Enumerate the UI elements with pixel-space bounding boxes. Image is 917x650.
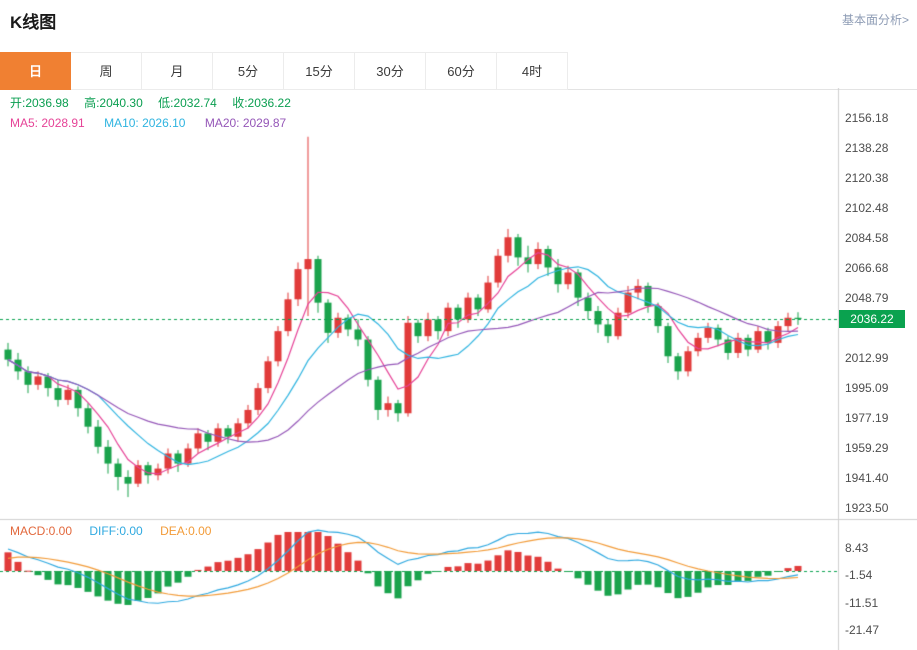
period-tabs: 日 周 月 5分 15分 30分 60分 4时 (0, 52, 917, 90)
kline-chart-canvas[interactable] (0, 88, 917, 650)
tab-60min[interactable]: 60分 (426, 52, 497, 90)
ma5-value: MA5: 2028.91 (10, 116, 85, 130)
price-axis-label: 2048.79 (845, 291, 889, 305)
price-axis-label: 2066.68 (845, 261, 889, 275)
price-axis-label: 1941.40 (845, 471, 889, 485)
price-axis-label: 2138.28 (845, 141, 889, 155)
dea-value: DEA:0.00 (160, 524, 212, 538)
diff-value: DIFF:0.00 (89, 524, 143, 538)
chart-area: 开:2036.98 高:2040.30 低:2032.74 收:2036.22 … (0, 88, 917, 650)
tab-5min[interactable]: 5分 (213, 52, 284, 90)
price-axis-label: 2084.58 (845, 231, 889, 245)
price-axis-label: 1977.19 (845, 411, 889, 425)
ma-legend-row: MA5: 2028.91 MA10: 2026.10 MA20: 2029.87 (10, 116, 302, 130)
price-axis-label: 2012.99 (845, 351, 889, 365)
ohlc-close: 收:2036.22 (232, 96, 291, 110)
ohlc-open: 开:2036.98 (10, 96, 69, 110)
tab-15min[interactable]: 15分 (284, 52, 355, 90)
ohlc-high: 高:2040.30 (84, 96, 143, 110)
tab-day[interactable]: 日 (0, 52, 71, 90)
price-axis-label: 1995.09 (845, 381, 889, 395)
ohlc-low: 低:2032.74 (158, 96, 217, 110)
ohlc-row: 开:2036.98 高:2040.30 低:2032.74 收:2036.22 (10, 94, 303, 111)
price-axis-label: 2156.18 (845, 111, 889, 125)
price-axis-label: 1959.29 (845, 441, 889, 455)
macd-axis-label: -1.54 (845, 568, 873, 582)
tab-month[interactable]: 月 (142, 52, 213, 90)
tab-30min[interactable]: 30分 (355, 52, 426, 90)
price-axis-label: 1923.50 (845, 501, 889, 515)
current-price-tag: 2036.22 (839, 310, 905, 328)
tab-4hour[interactable]: 4时 (497, 52, 568, 90)
price-axis-label: 2102.48 (845, 201, 889, 215)
macd-axis-label: 8.43 (845, 541, 869, 555)
macd-legend-row: MACD:0.00 DIFF:0.00 DEA:0.00 (10, 524, 225, 538)
ma10-value: MA10: 2026.10 (104, 116, 186, 130)
page-title: K线图 (10, 13, 57, 32)
macd-axis-label: -21.47 (845, 623, 880, 637)
header: K线图 基本面分析> (0, 0, 917, 44)
tab-week[interactable]: 周 (71, 52, 142, 90)
macd-value: MACD:0.00 (10, 524, 73, 538)
ma20-value: MA20: 2029.87 (204, 116, 287, 130)
fundamental-analysis-link[interactable]: 基本面分析> (841, 13, 909, 27)
price-axis-label: 2120.38 (845, 171, 889, 185)
macd-axis-label: -11.51 (845, 596, 879, 610)
